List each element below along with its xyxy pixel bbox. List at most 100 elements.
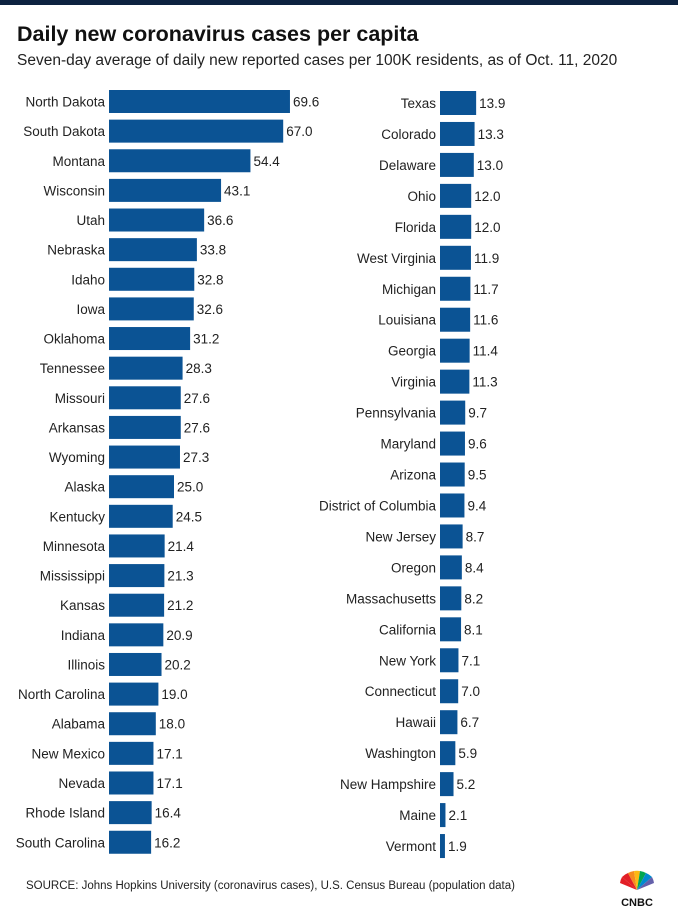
category-label: Delaware [379, 158, 436, 173]
value-label: 31.2 [193, 332, 219, 347]
top-rule [0, 0, 678, 5]
value-label: 8.1 [464, 622, 483, 637]
bar-alabama [109, 712, 156, 736]
value-label: 27.6 [184, 391, 210, 406]
category-label: Kentucky [49, 509, 105, 524]
value-label: 32.6 [197, 302, 223, 317]
bar-texas [440, 91, 477, 115]
value-label: 9.4 [467, 498, 486, 513]
bar-tennessee [109, 356, 183, 380]
value-label: 20.9 [166, 628, 192, 643]
chart-title: Daily new coronavirus cases per capita [17, 22, 419, 46]
bar-kentucky [109, 504, 173, 528]
category-label: Washington [365, 746, 436, 761]
category-label: Arizona [390, 468, 436, 483]
bar-district-of-columbia [440, 493, 465, 518]
category-label: Virginia [391, 375, 436, 390]
bar-virginia [440, 369, 470, 394]
bar-washington [440, 741, 456, 766]
category-label: Idaho [71, 272, 105, 287]
category-label: District of Columbia [319, 498, 437, 513]
category-label: New Jersey [365, 529, 436, 544]
category-label: Oregon [391, 560, 436, 575]
bar-north-dakota [109, 90, 290, 113]
category-label: Minnesota [43, 539, 106, 554]
category-label: Maryland [380, 437, 436, 452]
value-label: 16.4 [155, 806, 182, 821]
bar-utah [109, 208, 205, 232]
value-label: 12.0 [474, 189, 500, 204]
value-label: 12.0 [474, 220, 500, 235]
category-label: Connecticut [365, 684, 437, 699]
bar-new-hampshire [440, 772, 454, 797]
category-label: North Carolina [18, 687, 106, 702]
bar-nebraska [109, 238, 197, 262]
bar-florida [440, 214, 472, 239]
value-label: 18.0 [159, 717, 185, 732]
value-label: 11.3 [472, 375, 497, 390]
bar-delaware [440, 152, 474, 177]
bar-south-dakota [109, 119, 284, 143]
bar-missouri [109, 386, 181, 410]
value-label: 67.0 [286, 124, 312, 139]
value-label: 21.4 [168, 539, 195, 554]
bar-montana [109, 149, 251, 173]
category-label: Alaska [64, 480, 105, 495]
value-label: 13.9 [479, 96, 505, 111]
category-label: Vermont [386, 839, 437, 854]
value-label: 32.8 [197, 272, 223, 287]
category-label: Indiana [61, 628, 106, 643]
value-label: 11.6 [473, 313, 498, 328]
value-label: 1.9 [448, 839, 467, 854]
value-label: 16.2 [154, 835, 180, 850]
bar-rhode-island [109, 801, 152, 825]
category-label: Georgia [388, 344, 437, 359]
bar-minnesota [109, 534, 165, 558]
value-label: 28.3 [186, 361, 212, 376]
category-label: South Carolina [16, 835, 106, 850]
category-label: Iowa [76, 302, 105, 317]
category-label: Montana [52, 154, 105, 169]
value-label: 2.1 [448, 808, 467, 823]
value-label: 7.1 [461, 653, 480, 668]
bar-california [440, 617, 462, 642]
category-label: Missouri [55, 391, 105, 406]
bar-ohio [440, 183, 472, 208]
value-label: 9.7 [468, 406, 487, 421]
bar-illinois [109, 652, 162, 676]
bar-wyoming [109, 445, 180, 469]
bar-idaho [109, 267, 195, 291]
value-label: 11.4 [473, 344, 499, 359]
value-label: 8.4 [465, 560, 484, 575]
value-label: 11.7 [473, 282, 498, 297]
bar-alaska [109, 475, 174, 499]
value-label: 25.0 [177, 480, 203, 495]
category-label: New Mexico [31, 746, 105, 761]
bar-michigan [440, 276, 471, 301]
bar-georgia [440, 338, 470, 363]
category-label: Louisiana [378, 313, 436, 328]
value-label: 43.1 [224, 183, 250, 198]
bar-connecticut [440, 679, 459, 704]
value-label: 13.0 [477, 158, 503, 173]
bar-arkansas [109, 415, 181, 439]
bar-maryland [440, 431, 465, 456]
category-label: Colorado [381, 127, 436, 142]
logo-wordmark: CNBC [621, 897, 653, 909]
bar-colorado [440, 121, 475, 146]
category-label: California [379, 622, 437, 637]
bar-wisconsin [109, 178, 222, 202]
bar-louisiana [440, 307, 471, 332]
bar-indiana [109, 623, 164, 647]
bar-oklahoma [109, 327, 191, 351]
category-label: Hawaii [395, 715, 436, 730]
value-label: 13.3 [478, 127, 504, 142]
bar-south-carolina [109, 830, 152, 854]
bar-arizona [440, 462, 465, 487]
value-label: 20.2 [165, 657, 191, 672]
category-label: Illinois [67, 657, 105, 672]
category-label: Wyoming [49, 450, 105, 465]
value-label: 54.4 [253, 154, 280, 169]
category-label: New Hampshire [340, 777, 436, 792]
category-label: Nebraska [47, 243, 105, 258]
